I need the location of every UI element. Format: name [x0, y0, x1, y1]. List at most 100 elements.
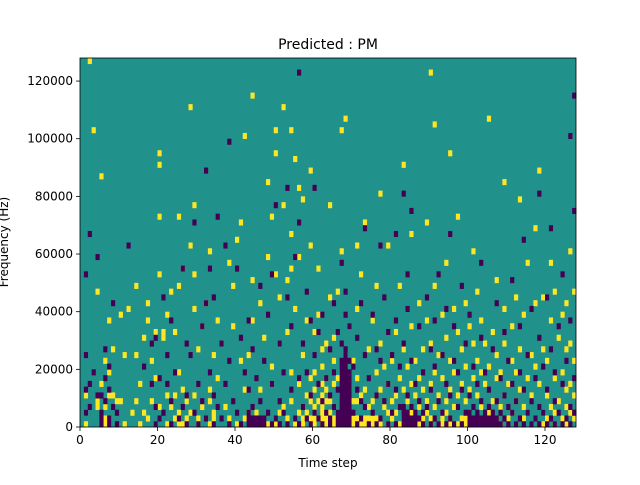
heatmap-cell-bright [324, 421, 329, 428]
heatmap-cell-dark [506, 403, 511, 411]
heatmap-cell-dark [572, 207, 577, 214]
heatmap-cell-dark [300, 403, 306, 411]
heatmap-cell-bright [161, 328, 166, 336]
heatmap-cell-dark [401, 340, 406, 347]
heatmap-cell-bright [552, 375, 557, 382]
heatmap-cell-dark [335, 328, 340, 336]
heatmap-cell-dark [269, 271, 275, 278]
heatmap-cell-bright [455, 328, 461, 336]
heatmap-cell-dark [339, 409, 344, 416]
heatmap-cell-dark [506, 357, 511, 364]
heatmap-cell-bright [176, 421, 182, 428]
heatmap-cell-dark [343, 421, 348, 428]
heatmap-cell-dark [413, 415, 418, 422]
x-tick-label: 60 [305, 433, 320, 447]
x-tick-label: 100 [456, 433, 479, 447]
heatmap-cell-dark [227, 421, 232, 428]
heatmap-cell-bright [378, 340, 383, 347]
heatmap-cell-dark [537, 421, 542, 428]
heatmap-cell-bright [273, 127, 278, 134]
heatmap-cell-bright [432, 282, 437, 289]
heatmap-cell-dark [386, 421, 391, 428]
heatmap-cell-bright [215, 375, 220, 382]
heatmap-cell-bright [370, 415, 375, 422]
heatmap-cell-bright [440, 311, 445, 318]
heatmap-cell-bright [428, 380, 433, 387]
heatmap-cell-bright [502, 305, 507, 312]
heatmap-cell-bright [393, 409, 399, 416]
heatmap-cell-dark [413, 380, 418, 387]
heatmap-cell-bright [351, 421, 356, 428]
heatmap-cell-dark [176, 415, 182, 422]
heatmap-cell-dark [494, 398, 499, 405]
heatmap-cell-bright [548, 403, 554, 411]
heatmap-cell-dark [246, 317, 251, 324]
heatmap-cell-dark [378, 415, 383, 422]
heatmap-cell-bright [153, 328, 158, 336]
heatmap-cell-bright [231, 323, 236, 330]
heatmap-cell-dark [308, 392, 313, 399]
heatmap-cell-bright [459, 415, 464, 422]
heatmap-cell-dark [277, 340, 282, 347]
heatmap-cell-dark [463, 409, 468, 416]
heatmap-cell-bright [188, 242, 193, 249]
heatmap-cell-bright [308, 375, 313, 382]
heatmap-cell-dark [246, 386, 251, 393]
heatmap-cell-dark [343, 386, 348, 393]
heatmap-cell-dark [204, 167, 209, 174]
heatmap-cell-bright [502, 179, 507, 186]
heatmap-cell-dark [560, 380, 565, 387]
heatmap-cell-dark [568, 421, 573, 428]
heatmap-cell-dark [180, 265, 185, 272]
heatmap-cell-bright [293, 156, 298, 163]
heatmap-cell-dark [289, 323, 294, 330]
heatmap-cell-bright [266, 254, 271, 261]
heatmap-cell-dark [343, 288, 348, 295]
heatmap-cell-dark [479, 421, 484, 428]
heatmap-cell-bright [448, 150, 453, 157]
heatmap-cell-dark [436, 421, 441, 428]
y-tick-label: 60000 [35, 247, 73, 261]
heatmap-cell-dark [316, 328, 321, 336]
heatmap-cell-dark [316, 415, 321, 422]
heatmap-cell-bright [173, 392, 178, 399]
heatmap-cell-bright [552, 288, 557, 295]
heatmap-cell-dark [347, 375, 352, 382]
heatmap-cell-bright [428, 69, 433, 76]
heatmap-cell-dark [479, 334, 484, 341]
heatmap-cell-bright [308, 398, 313, 405]
heatmap-cell-bright [312, 369, 317, 376]
heatmap-cell-dark [149, 380, 154, 387]
heatmap-cell-dark [219, 340, 224, 347]
heatmap-cell-dark [320, 398, 325, 405]
heatmap-cell-dark [390, 352, 395, 359]
heatmap-cell-bright [273, 421, 278, 428]
x-tick-label: 40 [227, 433, 242, 447]
heatmap-cell-dark [421, 369, 426, 376]
heatmap-cell-bright [211, 409, 216, 416]
heatmap-cell-dark [157, 415, 162, 422]
heatmap-cell-bright [475, 357, 480, 364]
heatmap-cell-dark [262, 415, 267, 422]
heatmap-cell-dark [347, 403, 352, 411]
heatmap-cell-bright [517, 346, 523, 353]
heatmap-cell-bright [351, 398, 356, 405]
heatmap-cell-bright [134, 398, 139, 405]
heatmap-cell-dark [405, 409, 410, 416]
heatmap-cell-bright [459, 346, 464, 353]
heatmap-cell-dark [343, 392, 348, 399]
heatmap-cell-dark [188, 352, 193, 359]
heatmap-cell-dark [266, 409, 271, 416]
heatmap-cell-dark [339, 375, 344, 382]
heatmap-cell-bright [300, 352, 306, 359]
heatmap-cell-bright [514, 369, 519, 376]
heatmap-cell-bright [103, 403, 108, 411]
heatmap-cell-dark [475, 409, 480, 416]
heatmap-cell-dark [471, 403, 476, 411]
heatmap-cell-dark [448, 415, 453, 422]
heatmap-cell-bright [401, 386, 406, 393]
heatmap-cell-bright [122, 352, 127, 359]
heatmap-cell-dark [347, 398, 352, 405]
heatmap-cell-bright [564, 386, 569, 393]
heatmap-cell-bright [355, 398, 360, 405]
